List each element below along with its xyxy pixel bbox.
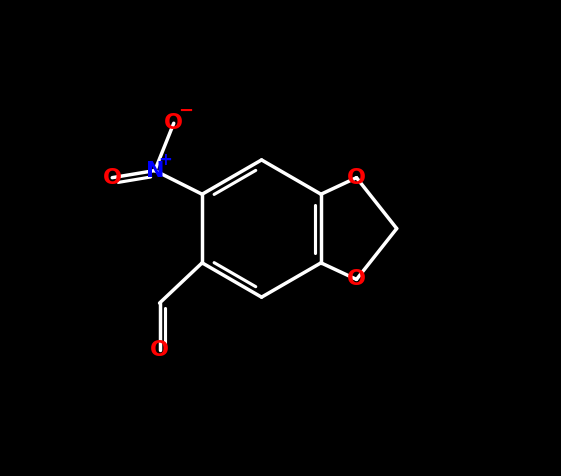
Text: O: O <box>164 113 183 133</box>
Text: N: N <box>145 160 164 180</box>
Text: O: O <box>103 168 122 188</box>
Text: −: − <box>178 102 193 120</box>
Text: O: O <box>150 340 169 360</box>
Text: O: O <box>347 168 366 188</box>
Text: +: + <box>158 151 172 169</box>
Text: O: O <box>347 269 366 289</box>
